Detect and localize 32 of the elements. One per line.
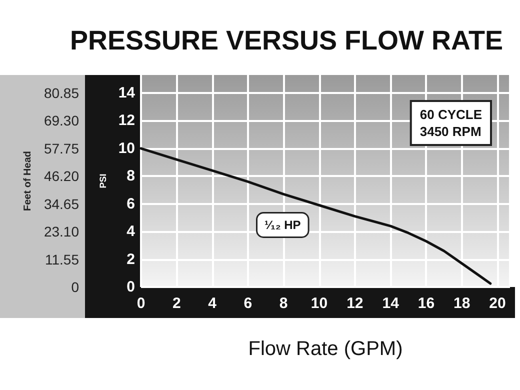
x-axis-title: Flow Rate (GPM) [248,338,403,360]
y2-tick-label: 80.85 [44,85,80,102]
y2-tick-label: 23.10 [44,224,80,240]
x-tick-label: 10 [310,295,328,312]
y-tick-label: 8 [126,168,135,185]
y2-tick-label: 11.55 [45,251,80,268]
annotation: 60 CYCLE 3450 RPM [420,107,482,139]
x-tick-label: 16 [418,295,435,312]
annotation: ¹⁄₁₂ HP [264,218,301,232]
x-tick-label: 18 [454,295,470,312]
y2-tick-label: 34.65 [44,196,80,212]
y-axis-title: PSI [98,174,108,188]
x-tick-label: 8 [279,295,288,312]
x-tick-label: 20 [489,295,506,312]
y2-tick-label: 69.30 [44,112,80,129]
y-tick-label: 12 [118,112,135,130]
x-tick-label: 12 [346,295,364,312]
y-tick-label: 14 [118,84,136,102]
y-tick-label: 0 [126,278,135,296]
y-tick-label: 4 [126,223,136,240]
y-tick-label: 6 [126,195,135,212]
y2-tick-label: 57.75 [44,140,80,156]
y2-axis-title: Feet of Head [22,150,34,212]
x-tick-label: 4 [208,295,218,312]
y-tick-label: 10 [118,140,135,157]
x-tick-label: 14 [382,295,400,312]
y2-tick-label: 0 [71,279,80,295]
x-tick-label: 6 [244,295,252,312]
x-tick-label: 2 [172,295,181,312]
y2-tick-label: 46.20 [44,168,80,184]
chart-title: PRESSURE VERSUS FLOW RATE [70,26,504,56]
y-tick-label: 2 [126,250,135,268]
